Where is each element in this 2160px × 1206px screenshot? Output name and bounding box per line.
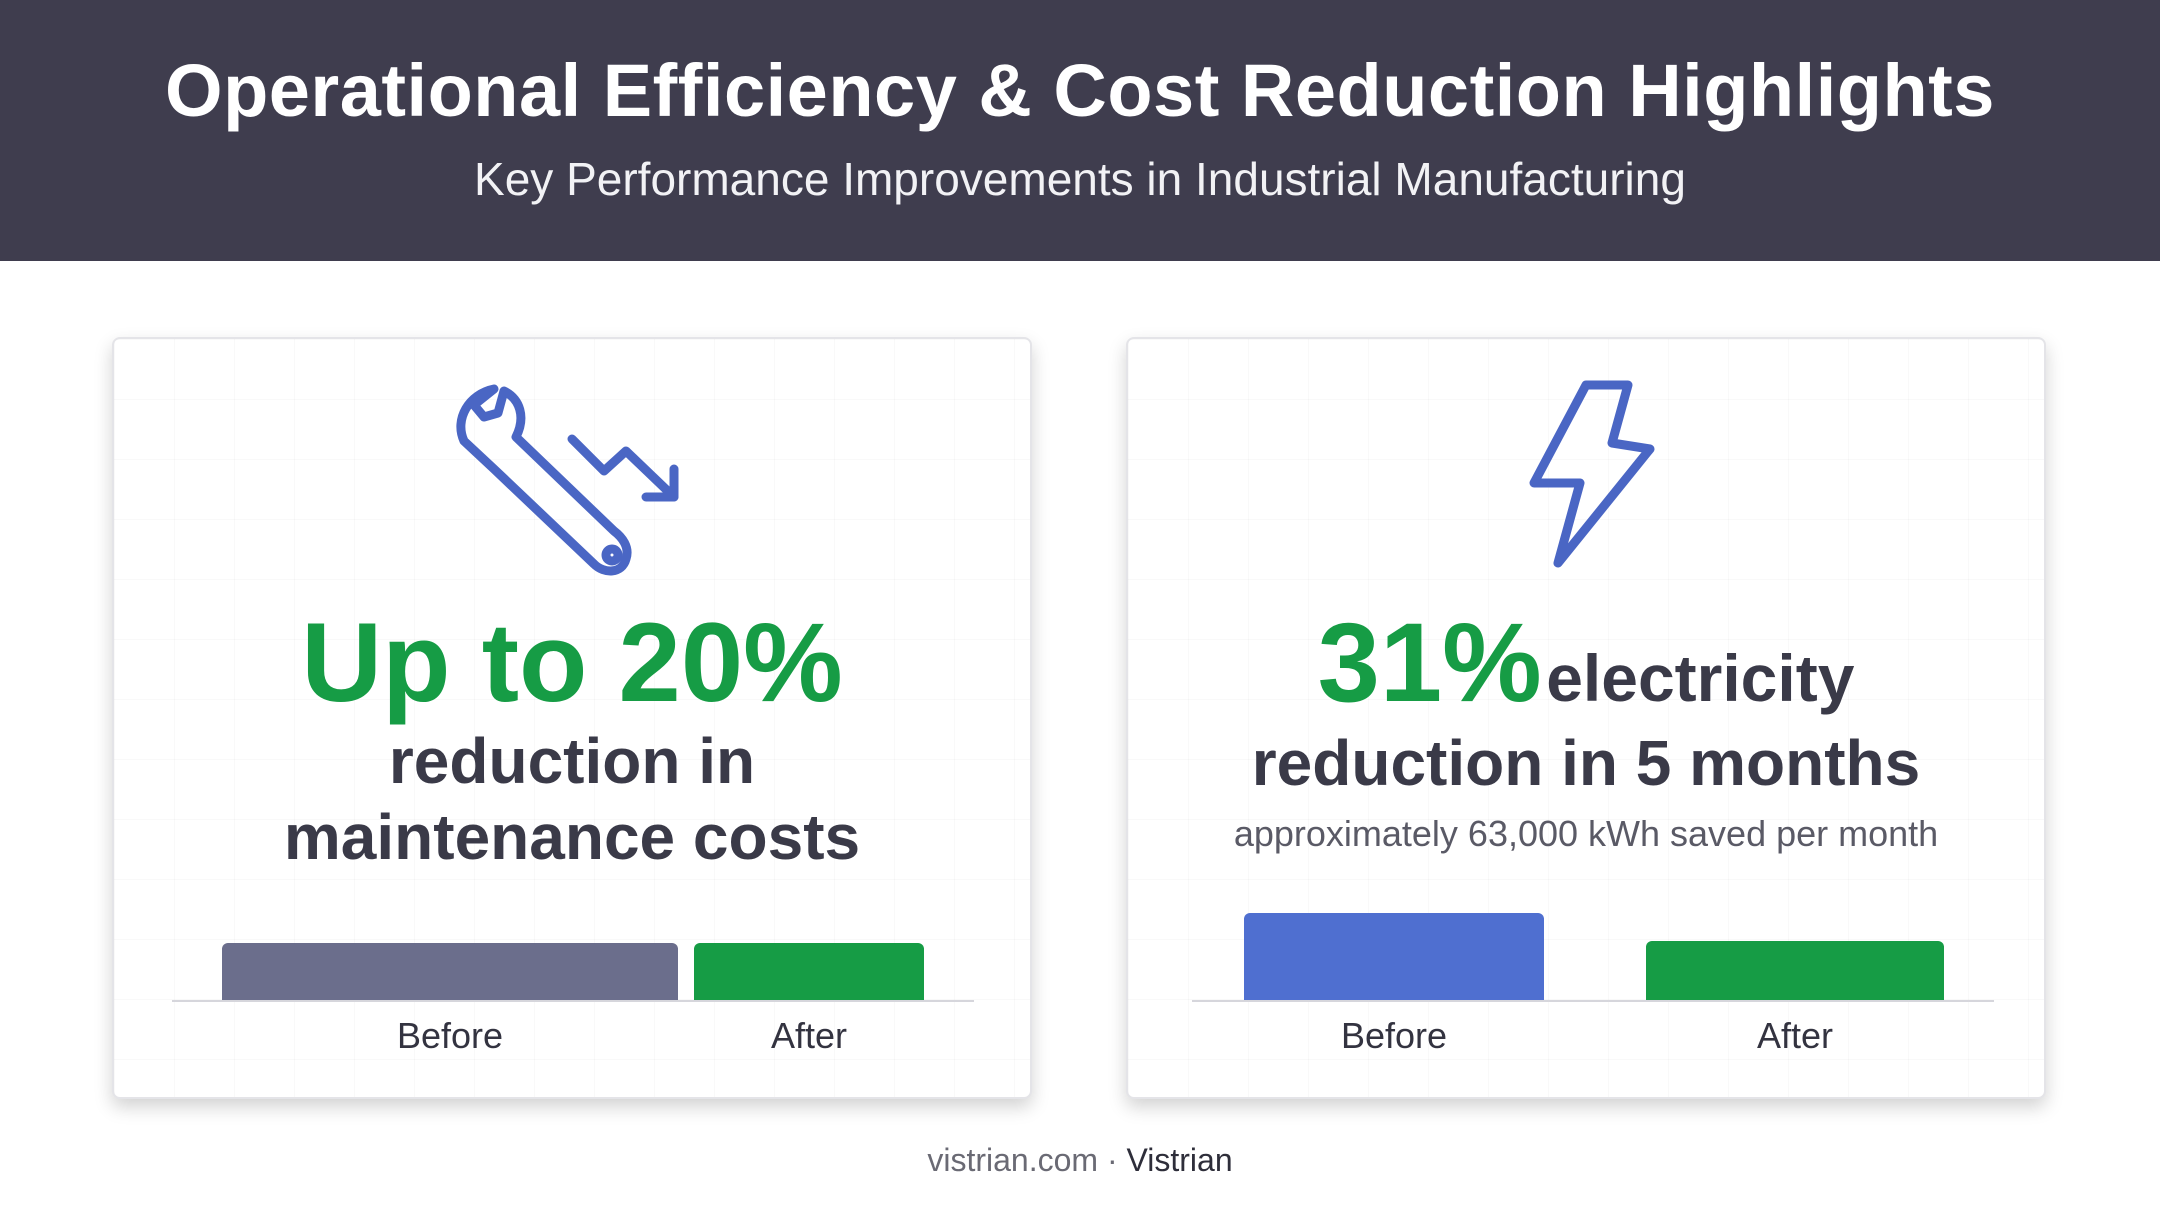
maintenance-card: Up to 20% reduction in maintenance costs… [112,337,1032,1099]
electricity-note: approximately 63,000 kWh saved per month [1233,813,1939,854]
maintenance-line-2: maintenance costs [283,801,861,873]
electricity-baseline [1192,1000,1994,1002]
electricity-label-after: After [1756,1015,1834,1056]
electricity-word: electricity [1546,641,1855,715]
maintenance-bar-before [222,943,678,1001]
electricity-bar-before [1244,913,1544,1001]
electricity-description: reduction in 5 months [1251,727,1921,799]
electricity-stat: 31% electricity [1128,607,2044,719]
electricity-bar-after [1646,941,1944,1001]
maintenance-line-1: reduction in [388,725,756,797]
footer-site: vistrian.com [927,1142,1099,1178]
electricity-label-before: Before [1340,1015,1448,1056]
maintenance-baseline [172,1000,974,1002]
electricity-card: 31% electricity reduction in 5 months ap… [1126,337,2046,1099]
page-subtitle: Key Performance Improvements in Industri… [474,153,1686,205]
footer-separator: · [1106,1142,1118,1178]
maintenance-label-after: After [770,1015,848,1056]
page-title: Operational Efficiency & Cost Reduction … [165,49,1995,132]
header-banner: Operational Efficiency & Cost Reduction … [0,0,2160,261]
lightning-bolt-icon [1529,380,1655,568]
wrench-down-arrow-icon [456,384,679,576]
footer-credit: vistrian.com · Vistrian [0,1142,2160,1179]
footer-brand: Vistrian [1126,1142,1233,1178]
maintenance-description: reduction in maintenance costs [114,723,1030,875]
maintenance-label-before: Before [396,1015,504,1056]
maintenance-bar-after [694,943,924,1001]
maintenance-stat: Up to 20% [301,600,843,725]
electricity-percent: 31% [1317,600,1542,725]
